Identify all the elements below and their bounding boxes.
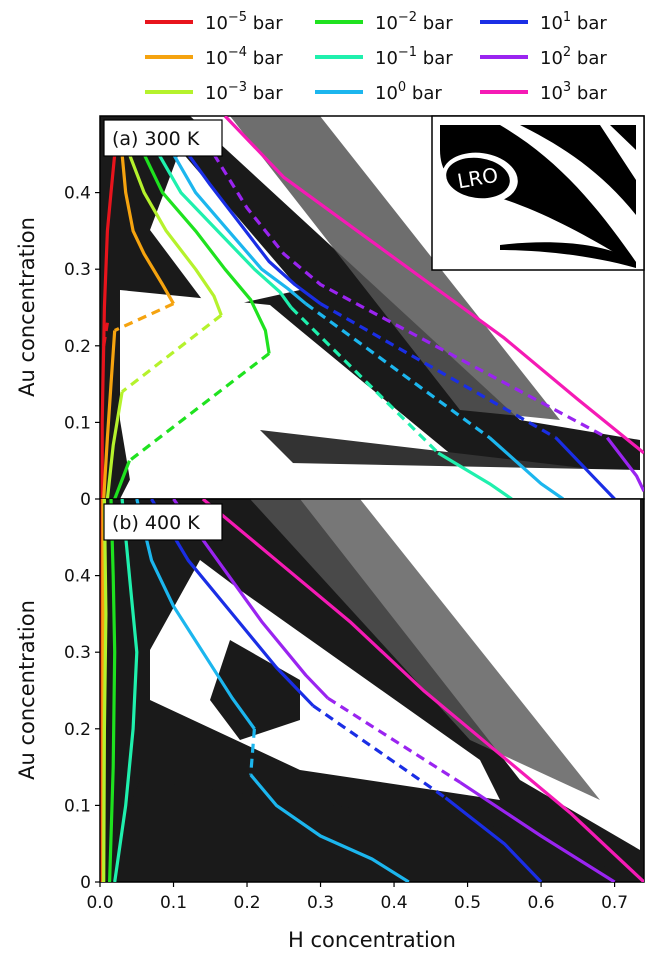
series-line-a-8-solid [223,116,644,455]
series-line-b-5-dashed [249,728,256,775]
series-line-a-5-solid [172,153,307,305]
series-line-a-2-solid2 [105,391,124,499]
x-axis-title: H concentration [288,928,456,952]
x-tick-label: 0.6 [528,893,555,913]
x-tick-label: 0.1 [160,893,187,913]
series-line-b-4-solid [113,499,139,882]
y-tick-label: 0.2 [64,337,91,357]
legend-label: 103 bar [540,80,607,104]
y-tick-label: 0.1 [64,413,91,433]
series-line-a-0-solid [100,154,117,499]
x-tick-label: 0.3 [307,893,334,913]
series-line-a-7-solid2 [605,436,644,492]
series-lines-b [100,499,644,882]
series-line-a-5-solid2 [488,436,565,499]
series-line-a-1-solid2 [102,330,117,499]
series-line-b-7-solid2 [459,781,616,882]
series-line-a-7-dashed [212,153,608,440]
series-line-a-4-dashed [289,306,440,455]
x-tick-label: 0.5 [454,893,481,913]
legend-label: 101 bar [540,10,607,34]
series-line-a-1-dashed [114,302,175,332]
series-line-a-4-solid2 [437,451,513,499]
legend-label: 102 bar [540,45,607,69]
x-tick-label: 0.0 [86,893,113,913]
series-line-b-3-solid [108,499,117,882]
series-lines-a [100,116,644,499]
plot-frame-b [99,498,645,883]
y-axis-title-b: Au concentration [15,600,39,780]
series-line-a-3-solid2 [113,460,131,499]
series-line-b-2-solid [102,499,108,882]
y-tick-label: 0 [80,490,91,510]
legend-label: 10−5 bar [205,10,283,34]
legend-label: 100 bar [375,80,442,104]
y-tick-label: 0.4 [64,184,91,204]
y-tick-label: 0 [80,873,91,893]
panel-label-a-text: (a) 300 K [112,128,200,150]
y-tick-label: 0.2 [64,720,91,740]
series-line-b-7-dashed [327,696,462,784]
series-line-a-4-solid [157,153,293,309]
series-line-b-5-solid [135,499,256,730]
panel-b: (b) 400 K [99,498,645,883]
series-line-b-6-dashed [312,704,447,800]
series-line-b-5-solid2 [249,773,410,882]
series-line-b-8-solid [201,499,644,882]
series-line-a-6-solid [186,153,322,305]
series-line-a-6-dashed [319,302,557,440]
series-line-b-6-solid2 [444,796,543,882]
series-line-a-2-dashed [121,313,223,394]
panel-label-a: (a) 300 K [103,119,223,157]
x-tick-label: 0.7 [601,893,628,913]
phase-map-background-b [100,499,644,882]
series-line-a-3-solid [142,153,271,354]
x-tick-label: 0.4 [381,893,408,913]
panel-label-b-text: (b) 400 K [112,512,200,534]
panel-label-b: (b) 400 K [103,503,223,541]
panel-a: LRO (a) 300 K [99,115,645,500]
legend: 10−5 bar 10−4 bar 10−3 bar 10−2 bar 10−1 bar… [145,10,607,104]
y-axis-title-a: Au concentration [15,217,39,397]
legend-label: 10−3 bar [205,80,283,104]
series-line-a-0-dashed [102,322,109,347]
legend-label: 10−1 bar [375,45,453,69]
y-tick-label: 0.1 [64,796,91,816]
y-tick-label: 0.4 [64,567,91,587]
y-tick-label: 0.3 [64,643,91,663]
series-line-a-1-solid [120,154,175,305]
y-tick-label: 0.3 [64,260,91,280]
series-line-a-2-solid [127,153,223,316]
axes: 0 0.1 0.2 0.3 0.4 0 0.1 0.2 0.3 0.4 0.0 0.1 0.2 0.3 0.… [64,184,628,913]
legend-label: 10−2 bar [375,10,453,34]
series-line-a-6-solid2 [554,436,616,499]
x-tick-label: 0.2 [234,893,261,913]
inset-diagram: LRO [431,115,645,271]
series-line-a-5-dashed [304,302,491,439]
legend-label: 10−4 bar [205,45,283,69]
